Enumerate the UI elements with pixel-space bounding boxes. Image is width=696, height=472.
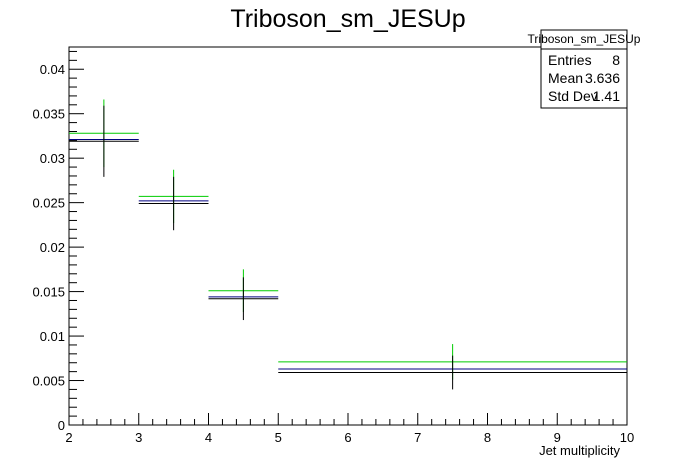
x-tick-label: 4 <box>205 430 212 445</box>
x-tick-label: 7 <box>414 430 421 445</box>
y-tick-label: 0.005 <box>32 374 65 389</box>
stats-mean-value: 3.636 <box>585 70 620 86</box>
y-tick-label: 0.04 <box>40 62 65 77</box>
x-axis-label: Jet multiplicity <box>539 443 620 458</box>
x-axis: 2 3 4 5 6 7 8 9 10 <box>65 413 634 445</box>
y-tick-label: 0.03 <box>40 151 65 166</box>
y-tick-label: 0.035 <box>32 107 65 122</box>
x-tick-label: 3 <box>135 430 142 445</box>
stats-entries-value: 8 <box>612 52 620 68</box>
stats-box: Triboson_sm_JESUp Entries 8 Mean 3.636 S… <box>528 29 641 109</box>
y-tick-label: 0.015 <box>32 285 65 300</box>
y-tick-label: 0.025 <box>32 196 65 211</box>
x-tick-label: 2 <box>65 430 72 445</box>
x-tick-label: 8 <box>484 430 491 445</box>
series-0 <box>69 99 627 380</box>
series-layer <box>69 99 627 390</box>
stats-stddev-value: 1.41 <box>593 88 620 104</box>
y-axis: 0 0.005 0.01 0.015 0.02 0.025 0.03 0.035 0.04 <box>32 50 84 433</box>
y-tick-label: 0 <box>58 418 65 433</box>
x-tick-label: 6 <box>344 430 351 445</box>
series-1 <box>69 138 627 370</box>
stats-box-title: Triboson_sm_JESUp <box>528 32 641 46</box>
stats-box-frame <box>540 29 628 109</box>
x-tick-label: 10 <box>620 430 634 445</box>
x-tick-label: 9 <box>554 430 561 445</box>
stats-entries-label: Entries <box>548 52 592 68</box>
stats-stddev-label: Std Dev <box>548 88 598 104</box>
y-tick-label: 0.01 <box>40 329 65 344</box>
stats-mean-label: Mean <box>548 70 583 86</box>
chart-title: Triboson_sm_JESUp <box>230 5 465 33</box>
series-2 <box>69 105 627 390</box>
y-tick-label: 0.02 <box>40 240 65 255</box>
x-tick-label: 5 <box>275 430 282 445</box>
